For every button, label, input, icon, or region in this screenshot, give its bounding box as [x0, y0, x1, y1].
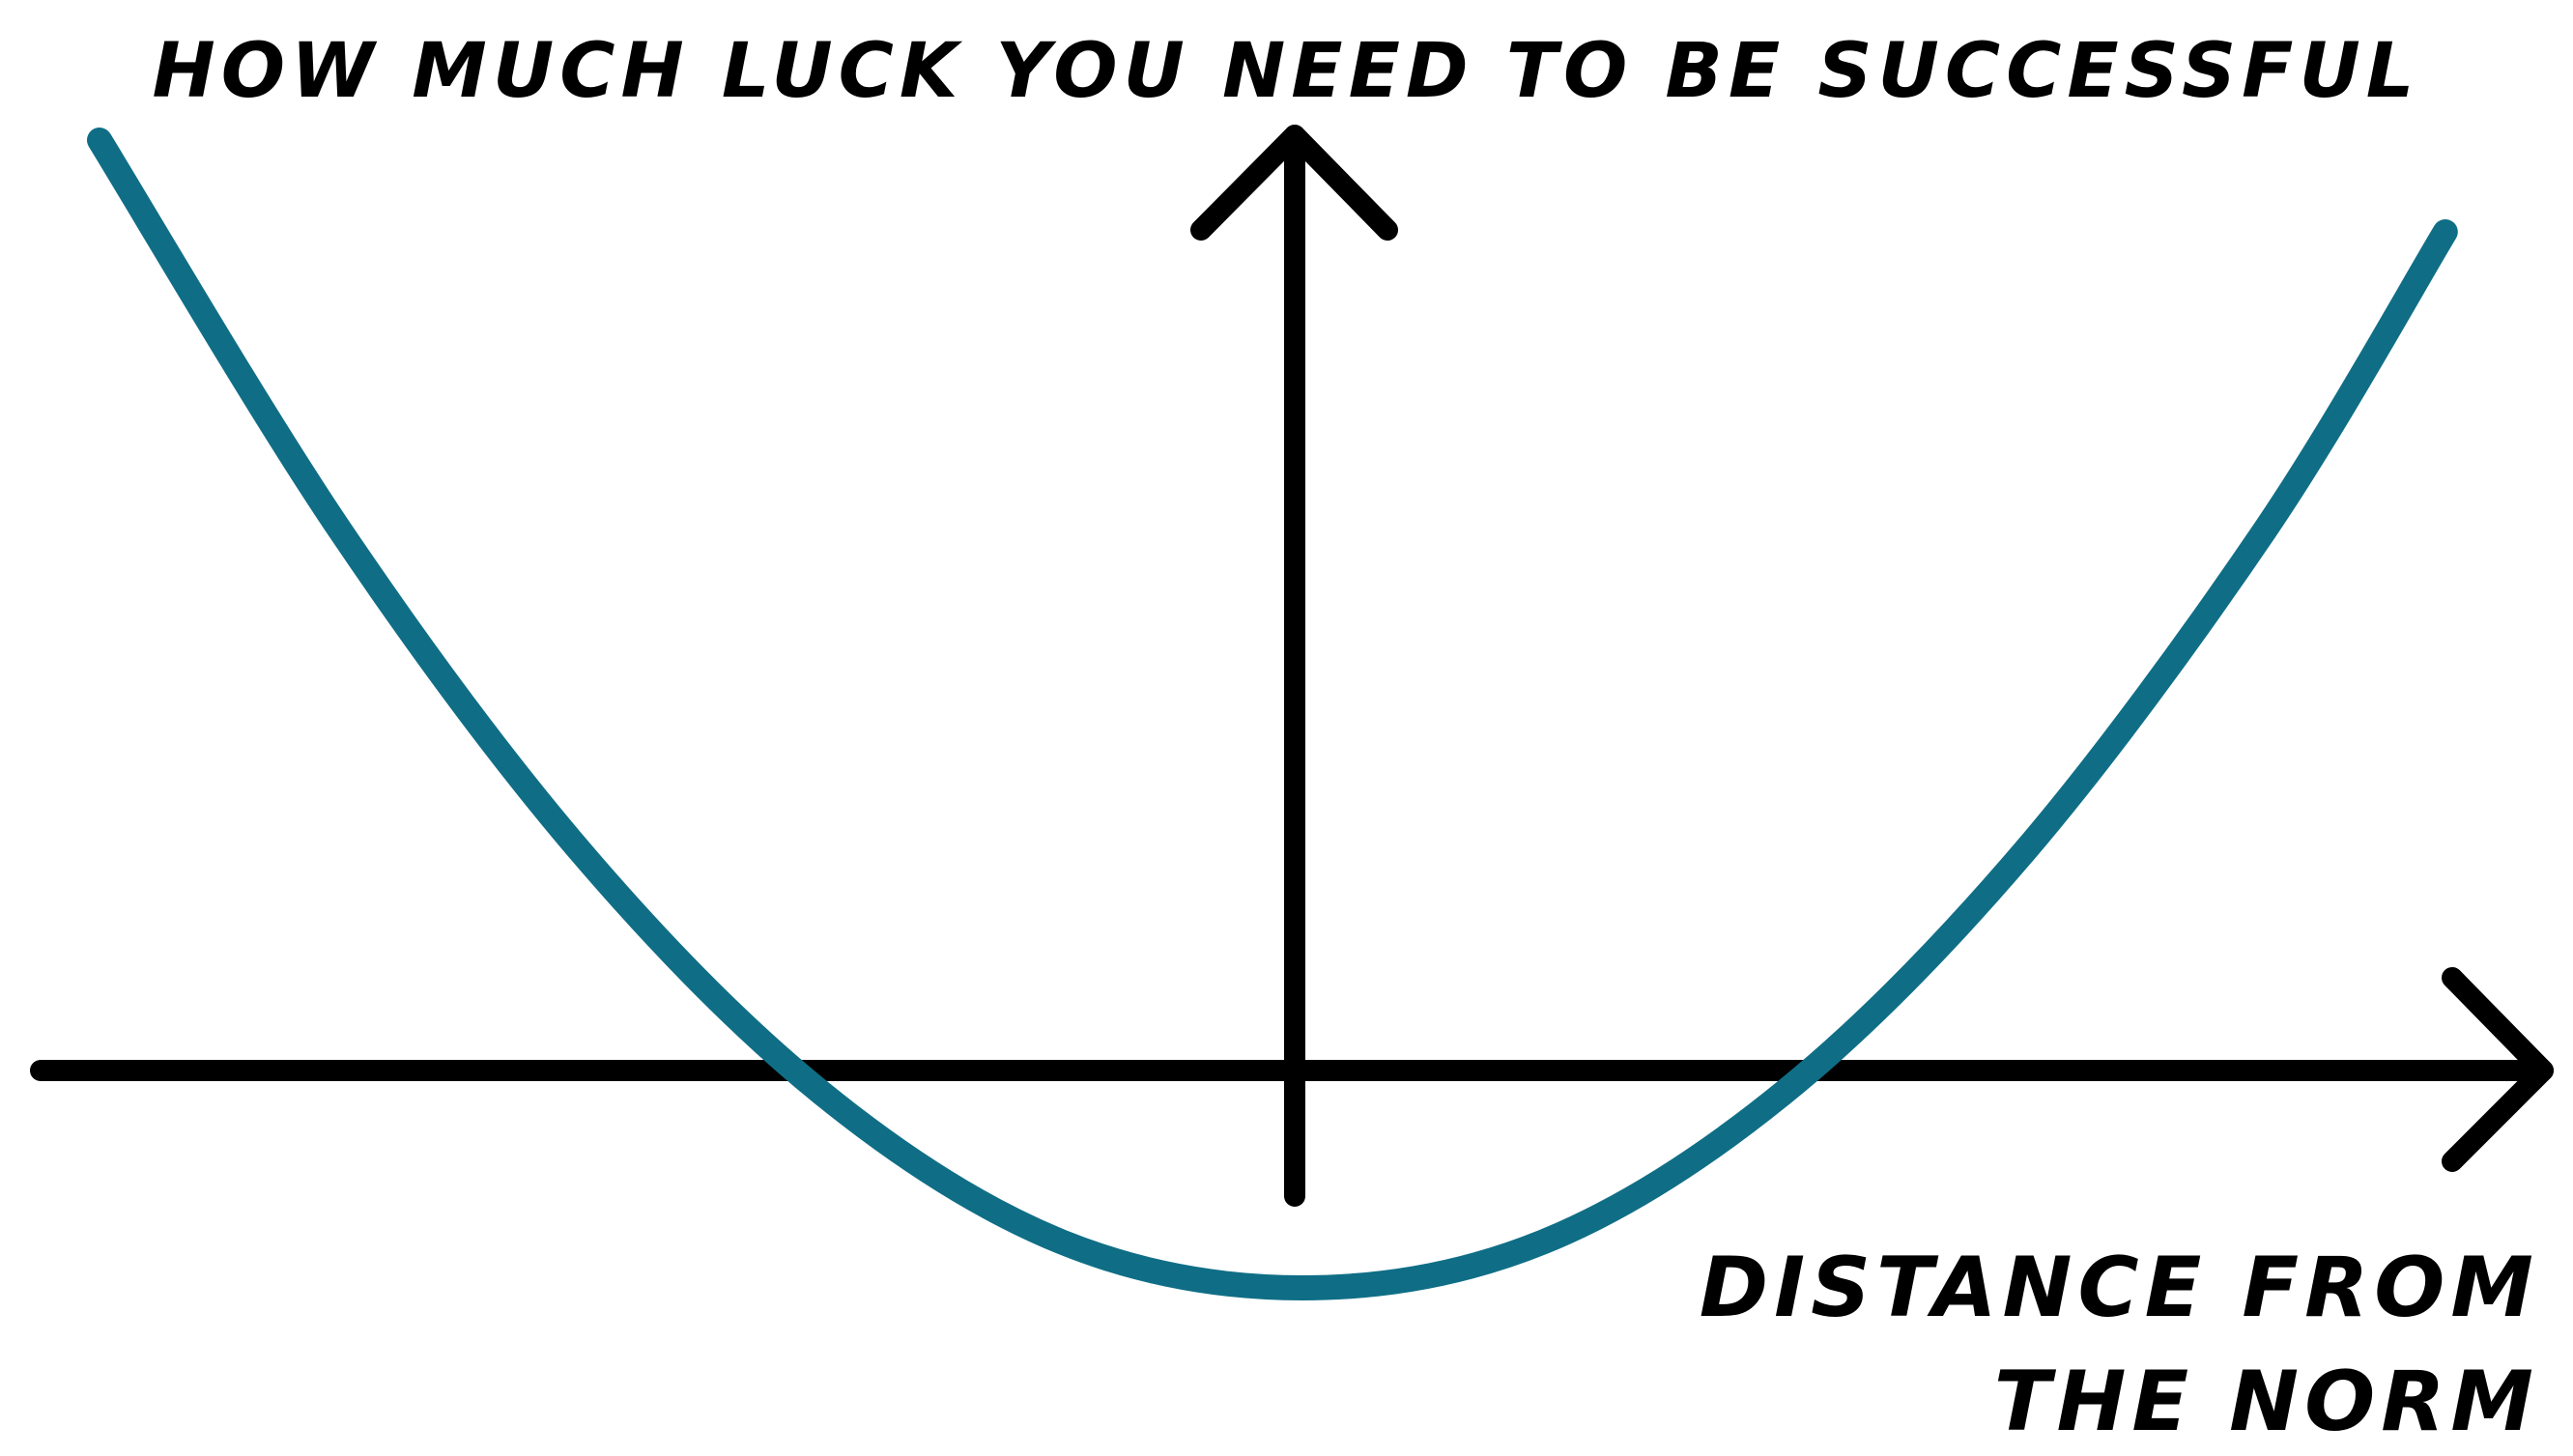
luck-curve [87, 128, 2458, 1300]
y-axis-title: HOW MUCH LUCK YOU NEED TO BE SUCCESSFUL [152, 28, 2419, 115]
x-axis-label-line-1: DISTANCE FROM [1700, 1240, 2539, 1336]
y-axis-arrowhead [1190, 125, 1398, 241]
x-axis-arrowhead [2442, 967, 2554, 1172]
x-axis-label-line-2: THE NORM [1994, 1354, 2539, 1450]
